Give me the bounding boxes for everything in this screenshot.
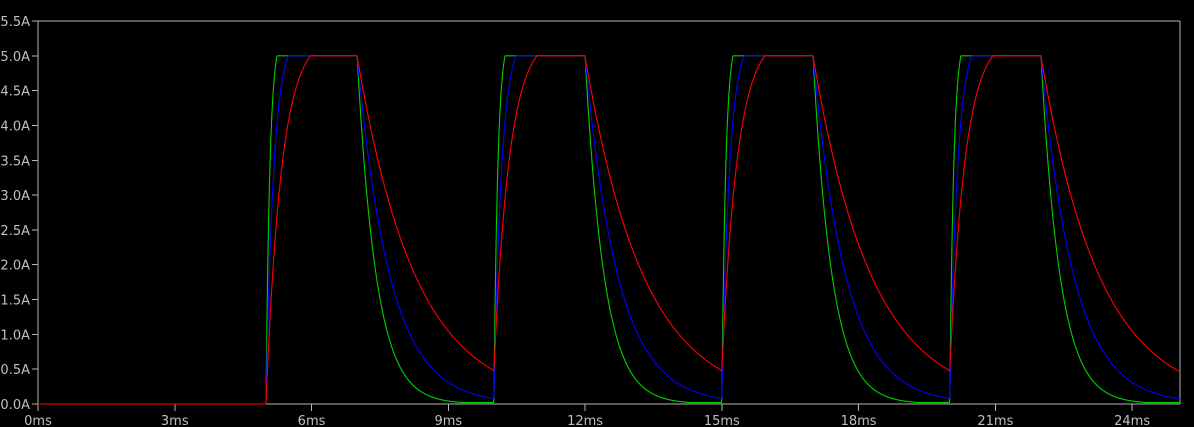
y-axis-label: 1.5A: [0, 294, 30, 309]
x-axis-label: 6ms: [298, 414, 326, 427]
y-axis-label: 2.0A: [0, 259, 30, 274]
trace-group[interactable]: [38, 55, 1181, 405]
x-axis: 0ms 3ms 6ms 9ms 12ms 15ms 18ms 21ms 24ms: [24, 404, 1150, 427]
y-axis-label: 3.0A: [0, 189, 30, 204]
x-axis-label: 3ms: [161, 414, 189, 427]
y-axis-label: 3.5A: [0, 154, 30, 169]
y-axis-label: 4.5A: [0, 85, 30, 100]
y-axis-label: 1.0A: [0, 328, 30, 343]
x-axis-label: 0ms: [24, 414, 52, 427]
x-axis-label: 15ms: [704, 414, 740, 427]
x-axis-label: 24ms: [1114, 414, 1150, 427]
y-axis-label: 4.0A: [0, 119, 30, 134]
x-axis-label: 21ms: [977, 414, 1013, 427]
y-axis-label: 2.5A: [0, 224, 30, 239]
x-axis-label: 18ms: [841, 414, 877, 427]
y-axis: 0.0A 0.5A 1.0A 1.5A 2.0A 2.5A 3.0A 3.5A 4.0A 4.5A…: [0, 15, 38, 413]
trace-i8mh[interactable]: [38, 55, 1181, 405]
y-axis-label: 0.0A: [0, 398, 30, 413]
y-axis-label: 5.0A: [0, 50, 30, 65]
y-axis-label: 5.5A: [0, 15, 30, 30]
y-axis-label: 0.5A: [0, 363, 30, 378]
x-axis-label: 12ms: [567, 414, 603, 427]
x-axis-label: 9ms: [434, 414, 462, 427]
